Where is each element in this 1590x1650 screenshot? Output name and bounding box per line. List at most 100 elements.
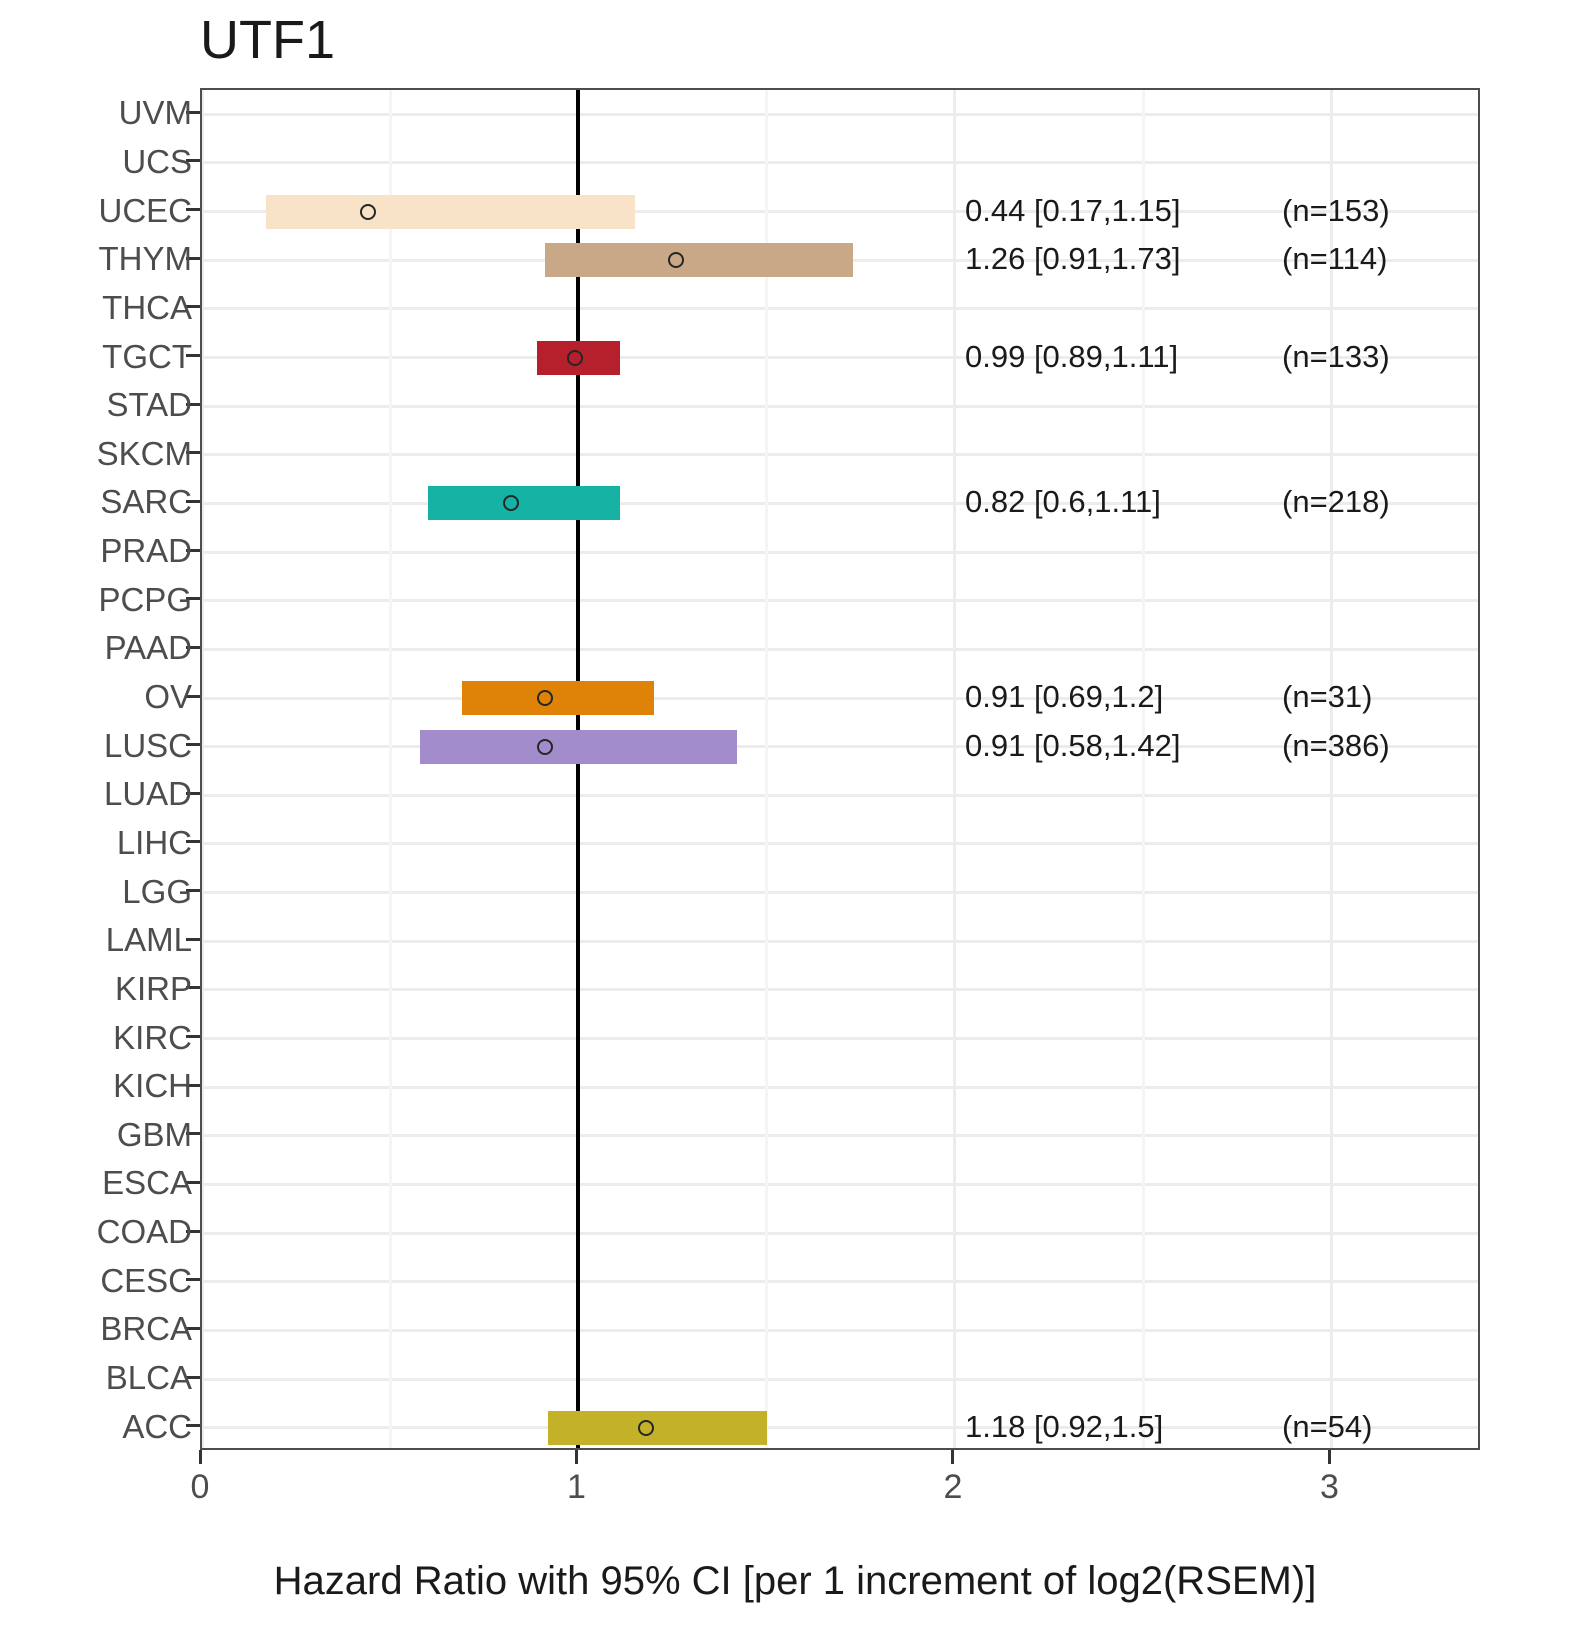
gridline-vertical-minor [1141, 90, 1145, 1448]
gridline-horizontal [202, 356, 1478, 360]
hazard-ratio-label: 1.26 [0.91,1.73] [965, 241, 1181, 277]
y-axis-tick [186, 597, 200, 601]
gridline-horizontal [202, 1377, 1478, 1381]
y-axis-tick-label: THCA [102, 288, 192, 326]
y-axis-tick [186, 1180, 200, 1184]
y-axis-tick [186, 159, 200, 163]
y-axis-tick-label: OV [144, 678, 192, 716]
y-axis-tick-label: LUAD [103, 775, 192, 813]
y-axis-tick [186, 110, 200, 114]
y-axis-tick-label: KIRP [114, 969, 192, 1007]
y-axis-tick-label: STAD [106, 386, 192, 424]
y-axis-tick [186, 1035, 200, 1039]
gridline-horizontal [202, 745, 1478, 749]
gridline-horizontal [202, 1085, 1478, 1089]
y-axis-tick-label: BLCA [105, 1359, 192, 1397]
point-estimate-marker [638, 1419, 655, 1436]
page-title: UTF1 [200, 10, 335, 70]
hazard-ratio-label: 0.99 [0.89,1.11] [965, 338, 1179, 374]
confidence-interval-bar [420, 729, 737, 764]
y-axis-tick [186, 791, 200, 795]
x-axis-tick-label: 0 [190, 1468, 210, 1506]
y-axis-tick [186, 986, 200, 990]
gridline-horizontal [202, 404, 1478, 408]
gridline-vertical [953, 90, 957, 1448]
y-axis-tick [186, 937, 200, 941]
y-axis-tick [186, 1424, 200, 1428]
y-axis-tick [186, 1375, 200, 1379]
gridline-horizontal [202, 1328, 1478, 1332]
gridline-vertical-minor [765, 90, 769, 1448]
gridline-horizontal [202, 550, 1478, 554]
gridline-horizontal [202, 939, 1478, 943]
x-axis-tick [951, 1450, 955, 1464]
y-axis-tick-label: BRCA [100, 1310, 192, 1348]
point-estimate-marker [502, 495, 519, 512]
hazard-ratio-label: 0.44 [0.17,1.15] [965, 192, 1181, 228]
y-axis-tick [186, 1278, 200, 1282]
gridline-horizontal [202, 210, 1478, 214]
confidence-interval-bar [544, 243, 854, 278]
sample-size-label: (n=31) [1282, 679, 1373, 715]
confidence-interval-bar [548, 1410, 767, 1445]
y-axis-tick-label: SKCM [96, 434, 192, 472]
gridline-horizontal [202, 842, 1478, 846]
plot-panel [200, 88, 1480, 1450]
hazard-ratio-label: 0.91 [0.58,1.42] [965, 727, 1181, 763]
point-estimate-marker [668, 252, 685, 269]
y-axis-tick-label: ACC [122, 1407, 192, 1445]
point-estimate-marker [359, 203, 376, 220]
y-axis-tick-label: UCEC [98, 191, 192, 229]
y-axis-tick-label: COAD [96, 1213, 192, 1251]
gridline-vertical-minor [388, 90, 392, 1448]
gridline-horizontal [202, 891, 1478, 895]
gridline-horizontal [202, 599, 1478, 603]
gridline-horizontal [202, 696, 1478, 700]
y-axis-tick-label: CESC [100, 1261, 192, 1299]
y-axis-tick-label: LIHC [116, 823, 192, 861]
y-axis-tick-label: GBM [116, 1115, 192, 1153]
confidence-interval-bar [427, 486, 620, 521]
y-axis-tick-label: LAML [105, 921, 192, 959]
y-axis-tick [186, 305, 200, 309]
sample-size-label: (n=133) [1282, 338, 1390, 374]
x-axis-tick-label: 3 [1319, 1468, 1339, 1506]
x-axis-tick-label: 1 [567, 1468, 586, 1506]
gridline-vertical [202, 90, 204, 1448]
y-axis-tick [186, 694, 200, 698]
gridline-vertical [1329, 90, 1333, 1448]
x-axis-title: Hazard Ratio with 95% CI [per 1 incremen… [273, 1559, 1317, 1603]
y-axis-tick-label: TGCT [102, 337, 192, 375]
y-axis-tick-label: UVM [118, 94, 192, 132]
gridline-horizontal [202, 1134, 1478, 1138]
y-axis-tick [186, 548, 200, 552]
y-axis-tick [186, 256, 200, 260]
gridline-horizontal [202, 793, 1478, 797]
y-axis-tick-label: LUSC [103, 726, 192, 764]
point-estimate-marker [536, 738, 553, 755]
y-axis-tick-label: KICH [113, 1067, 192, 1105]
hazard-ratio-label: 0.82 [0.6,1.11] [965, 484, 1161, 520]
x-axis-tick [198, 1450, 202, 1464]
gridline-horizontal [202, 161, 1478, 165]
gridline-horizontal [202, 988, 1478, 992]
hazard-ratio-label: 1.18 [0.92,1.5] [965, 1408, 1164, 1444]
x-axis-tick [1327, 1450, 1331, 1464]
y-axis-tick [186, 1229, 200, 1233]
y-axis-tick [186, 1132, 200, 1136]
y-axis-tick [186, 451, 200, 455]
gridline-horizontal [202, 501, 1478, 505]
gridline-horizontal [202, 1231, 1478, 1235]
y-axis-tick [186, 1326, 200, 1330]
y-axis-tick-label: UCS [122, 142, 192, 180]
gridline-horizontal [202, 1426, 1478, 1430]
x-axis-tick-label: 2 [943, 1468, 963, 1506]
sample-size-label: (n=218) [1282, 484, 1390, 520]
y-axis-tick-label: PCPG [98, 580, 192, 618]
hazard-ratio-label: 0.91 [0.69,1.2] [965, 679, 1164, 715]
confidence-interval-bar [266, 194, 635, 229]
sample-size-label: (n=386) [1282, 727, 1390, 763]
y-axis-tick-label: ESCA [102, 1164, 192, 1202]
y-axis-tick [186, 354, 200, 358]
